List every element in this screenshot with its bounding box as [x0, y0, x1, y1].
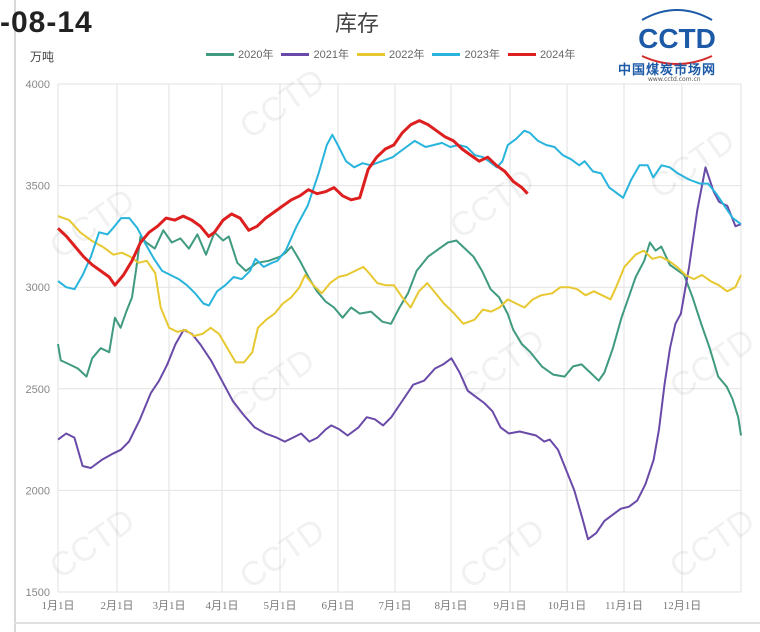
x-tick-label: 2月1日	[101, 600, 134, 612]
cctd-logo-icon: CCTD	[638, 9, 716, 65]
y-tick-label: 3000	[26, 282, 50, 294]
legend-item[interactable]: 2021年	[281, 46, 349, 62]
watermark: CCTD	[443, 161, 542, 246]
x-tick-label: 6月1日	[322, 600, 355, 612]
left-panel-border	[14, 0, 16, 632]
legend-swatch-icon	[206, 52, 234, 56]
legend-label: 2023年	[464, 49, 500, 61]
legend-swatch-icon	[356, 52, 385, 56]
x-tick-label: 8月1日	[435, 600, 468, 612]
x-tick-label: 4月1日	[206, 600, 239, 612]
y-tick-label: 4000	[26, 79, 50, 91]
series-line-2023年	[57, 129, 742, 307]
y-axis-unit: 万吨	[30, 50, 55, 64]
y-tick-label: 3500	[26, 181, 50, 193]
date-label: -08-14	[0, 6, 93, 39]
watermark: CCTD	[233, 511, 332, 596]
series-line-2022年	[57, 215, 742, 364]
legend-item[interactable]: 2022年	[356, 46, 425, 62]
x-tick-label: 5月1日	[264, 600, 297, 612]
legend-item[interactable]: 2020年	[206, 46, 273, 62]
legend-swatch-icon	[507, 52, 536, 56]
y-tick-label: 1500	[26, 587, 50, 599]
legend: 2020年 2021年 2022年 2023年 2024年	[206, 46, 575, 62]
x-tick-label: 11月1日	[605, 600, 643, 612]
chart-title: 库存	[335, 12, 380, 37]
x-tick-label: 10月1日	[548, 600, 587, 612]
x-tick-label: 7月1日	[379, 600, 412, 612]
legend-label: 2022年	[388, 49, 425, 61]
x-tick-label: 1月1日	[42, 600, 75, 612]
logo-site-name: 中国煤炭市场网	[618, 63, 717, 78]
legend-swatch-icon	[432, 52, 461, 56]
legend-label: 2020年	[238, 49, 274, 61]
series-line-2021年	[57, 166, 742, 541]
watermark: CCTD	[663, 501, 760, 586]
legend-item[interactable]: 2024年	[507, 46, 576, 62]
bottom-divider	[14, 622, 760, 624]
series-line-2020年	[57, 229, 742, 436]
legend-label: 2021年	[313, 49, 349, 61]
x-tick-label: 9月1日	[494, 600, 527, 612]
watermark: CCTD	[453, 511, 552, 596]
series-line-2024年	[56, 119, 529, 287]
legend-label: 2024年	[539, 49, 576, 61]
y-tick-label: 2000	[26, 485, 50, 497]
x-tick-label: 12月1日	[663, 600, 702, 612]
legend-swatch-icon	[281, 52, 310, 56]
y-tick-label: 2500	[26, 384, 50, 396]
watermark: CCTD	[453, 321, 552, 406]
logo-url: www.cctd.com.cn	[648, 76, 701, 83]
watermark: CCTD	[663, 321, 760, 406]
x-tick-label: 3月1日	[153, 600, 186, 612]
legend-item[interactable]: 2023年	[432, 46, 500, 62]
watermark: CCTD	[223, 341, 322, 426]
watermark: CCTD	[643, 121, 742, 206]
watermark: CCTD	[233, 61, 332, 146]
svg-text:CCTD: CCTD	[638, 23, 716, 54]
